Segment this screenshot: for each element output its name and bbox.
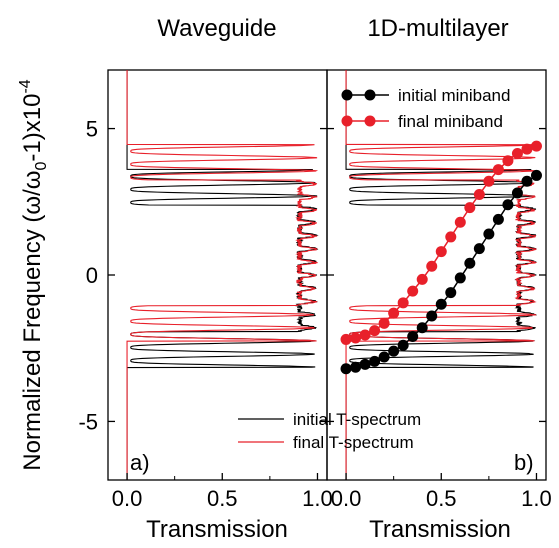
panel-b-miniband-point	[350, 332, 362, 344]
legend-b-marker-initial	[341, 89, 353, 101]
legend-b-label-initial: initial miniband	[398, 86, 510, 105]
panel-a-xtick-label: 1.0	[302, 486, 333, 511]
panel-b-miniband-point	[454, 216, 466, 228]
panel-b-miniband-point	[521, 175, 533, 187]
panel-b-miniband-point	[407, 331, 419, 342]
panel-b-miniband-point	[464, 257, 476, 269]
panel-b-miniband-point	[426, 310, 438, 322]
panel-b-miniband-point	[521, 143, 533, 155]
panel-b-miniband-point	[388, 345, 400, 357]
panel-b-miniband-point	[397, 339, 409, 351]
panel-a-label: a)	[130, 450, 150, 475]
panel-b-miniband-point	[407, 285, 419, 297]
panel-b-xlabel: Transmission	[369, 516, 511, 543]
panel-a-spectrum-final	[126, 70, 319, 480]
legend-b-marker-final-2	[364, 115, 376, 127]
panel-b-miniband-point	[397, 297, 409, 309]
panel-b-miniband-point	[416, 273, 428, 285]
panel-a-ytick-label: 5	[86, 117, 98, 142]
legend-b-label-final: final miniband	[398, 112, 503, 131]
panel-b-label: b)	[514, 450, 534, 475]
panel-b-miniband-point	[530, 140, 542, 152]
panel-b-miniband-point	[492, 213, 504, 225]
panel-b-miniband-point	[378, 351, 390, 363]
panel-b-miniband-point	[359, 358, 371, 370]
panel-a-spectrum-initial	[126, 70, 319, 480]
panel-b-miniband-point	[388, 307, 400, 319]
panel-b-miniband-point	[445, 287, 457, 299]
panel-b-miniband-point	[378, 317, 390, 329]
panel-b-plot	[340, 70, 542, 480]
panel-a-ytick-label: -5	[78, 409, 98, 434]
panel-a-xtick-label: 0.5	[207, 486, 238, 511]
panel-a-xlabel: Transmission	[146, 516, 288, 543]
panel-b-xtick-label: 1.0	[521, 486, 552, 511]
panel-b-miniband-point	[435, 246, 447, 258]
panel-b-miniband-point	[426, 260, 438, 272]
panel-b-miniband-point	[511, 187, 523, 199]
panel-a-legend: initial T-spectrum final T-spectrum	[238, 410, 421, 452]
panel-b-spectrum-final	[345, 70, 538, 480]
axes: 0.0 0.5 1.0 -5 0 5 0.0 0.5 1.0	[78, 117, 551, 511]
panel-b-miniband-point	[369, 325, 381, 337]
panel-a-xtick-label: 0.0	[112, 486, 143, 511]
panel-b-miniband-point	[530, 169, 542, 181]
panel-a-plot	[126, 70, 319, 480]
legend-b-marker-initial-2	[364, 89, 376, 101]
panel-b-miniband-point	[502, 155, 514, 167]
panel-b-miniband-point	[340, 363, 352, 375]
panel-b-miniband-point	[511, 147, 523, 159]
legend-a-label-final: final T-spectrum	[293, 433, 414, 452]
panel-b-legend: initial miniband final miniband	[341, 86, 510, 131]
panel-b-miniband-point	[492, 164, 504, 176]
panel-b-miniband-point	[340, 333, 352, 345]
legend-b-marker-final	[341, 115, 353, 127]
panel-b-xtick-label: 0.0	[331, 486, 362, 511]
panel-b-miniband-point	[416, 322, 428, 334]
panel-b-title: 1D-multilayer	[367, 15, 508, 42]
panel-b-miniband-point	[473, 188, 485, 200]
panel-b-miniband-point	[483, 175, 495, 187]
panel-b-miniband-point	[435, 298, 447, 310]
panel-b-miniband-point	[445, 231, 457, 243]
panel-a-ytick-label: 0	[86, 263, 98, 288]
panel-b-miniband-point	[483, 228, 495, 240]
panel-b-miniband-point	[502, 199, 514, 211]
panel-b-xtick-label: 0.5	[426, 486, 457, 511]
y-axis-label: Normalized Frequency (ω/ω0-1)x10-4	[17, 79, 50, 471]
panel-b-miniband-point	[464, 202, 476, 214]
panel-b-miniband-point	[350, 361, 362, 373]
panel-b-miniband-point	[359, 329, 371, 341]
panel-b-miniband-point	[454, 272, 466, 284]
panel-b-miniband-point	[473, 243, 485, 255]
panel-b-miniband-point	[369, 355, 381, 367]
legend-a-label-initial: initial T-spectrum	[293, 410, 421, 429]
panel-a-title: Waveguide	[157, 15, 276, 42]
